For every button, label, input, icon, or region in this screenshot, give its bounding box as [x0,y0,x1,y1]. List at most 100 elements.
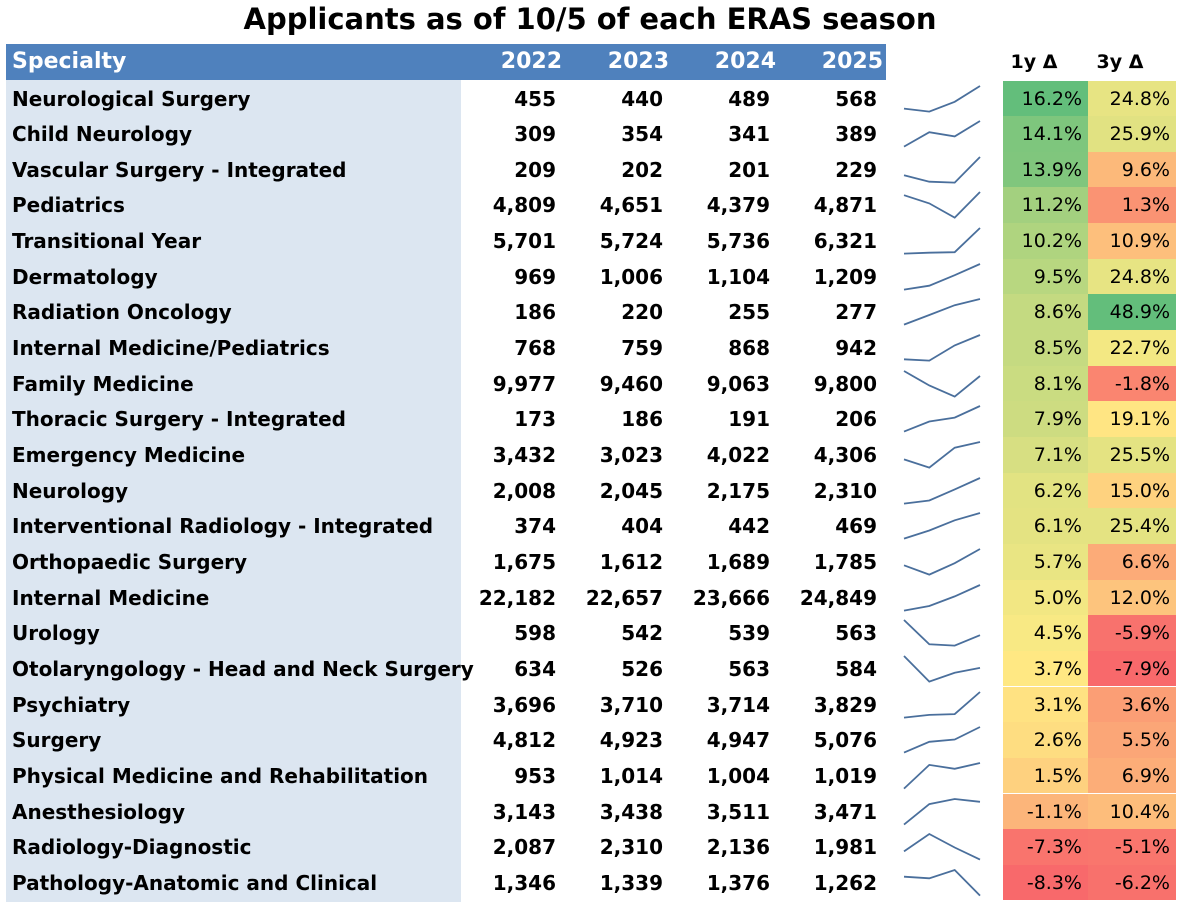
delta-1y-cell: 4.5% [1003,615,1088,651]
delta-1y-cell: 9.5% [1003,258,1088,295]
delta-1y-cell: 5.7% [1003,543,1088,580]
value-2022: 768 [514,336,556,361]
value-2023: 542 [621,621,663,646]
value-2022: 953 [514,763,556,788]
page-title: Applicants as of 10/5 of each ERAS seaso… [243,2,937,36]
value-2022: 309 [514,122,556,147]
specialty-name: Anesthesiology [12,799,185,824]
specialty-name: Emergency Medicine [12,443,246,467]
delta-1y-cell: 13.9% [1003,151,1088,188]
specialty-name: Dermatology [12,264,158,289]
value-2025: 584 [835,656,877,681]
specialty-name: Internal Medicine [12,585,210,610]
table-row: Neurological Surgery 455 440 489 568 16.2% 24.… [0,80,1200,117]
delta-3y-cell: -5.9% [1088,615,1176,651]
delta-3y-cell: 3.6% [1088,686,1176,723]
sparkline [903,548,981,576]
value-2023: 2,045 [599,478,663,503]
delta-3y-value: -1.8% [1114,372,1170,395]
value-2024: 191 [728,407,770,432]
delta-3y-cell: 24.8% [1088,80,1176,117]
sparkline-line [903,761,981,790]
delta-3y-cell: 24.8% [1088,258,1176,295]
delta-1y-cell: 2.6% [1003,722,1088,758]
value-2022: 598 [514,621,556,646]
sparkline [903,833,981,861]
delta-3y-value: 25.5% [1109,444,1170,466]
sparkline-line [903,583,981,612]
value-2023: 202 [621,157,663,182]
delta-3y-cell: 19.1% [1088,401,1176,437]
sparkline [903,227,981,255]
value-2022: 2,008 [492,478,556,503]
delta-1y-value: 5.7% [1033,550,1082,573]
value-2023: 186 [621,407,663,432]
specialty-name: Neurological Surgery [12,86,251,111]
value-2023: 1,612 [599,549,663,574]
value-2023: 4,651 [599,193,663,218]
sparkline-line [903,833,981,861]
header-year-2025: 2025 [821,49,883,74]
delta-1y-value: -7.3% [1026,836,1082,859]
delta-3y-cell: 22.7% [1088,330,1176,366]
value-2024: 23,666 [692,585,770,610]
value-2024: 5,736 [706,229,770,254]
delta-1y-value: 8.1% [1033,372,1082,395]
value-2024: 1,376 [706,870,770,895]
table-row: Psychiatry 3,696 3,710 3,714 3,829 3.1% 3.6% [0,686,1200,723]
delta-3y-value: 1.3% [1121,194,1170,217]
specialty-name: Otolaryngology - Head and Neck Surgery [12,656,474,681]
specialty-name: Radiology-Diagnostic [12,835,252,860]
value-2022: 455 [514,86,556,111]
sparkline [903,120,981,148]
value-2025: 1,262 [813,870,877,895]
delta-1y-cell: 14.1% [1003,116,1088,152]
sparkline [903,476,981,505]
sparkline [903,868,981,897]
delta-3y-value: 48.9% [1109,301,1170,324]
table-row: Family Medicine 9,977 9,460 9,063 9,800 8.1% -… [0,365,1200,402]
table-row: Radiology-Diagnostic 2,087 2,310 2,136 1,981… [0,829,1200,865]
delta-1y-value: 7.9% [1033,408,1082,431]
delta-3y-cell: 6.9% [1088,757,1176,794]
sparkline [903,84,981,113]
value-2024: 4,022 [706,443,770,467]
value-2025: 229 [835,157,877,182]
sparkline-line [903,334,981,362]
delta-1y-value: 6.1% [1033,515,1082,538]
delta-3y-cell: 25.9% [1088,116,1176,152]
delta-3y-cell: 5.5% [1088,722,1176,758]
delta-3y-cell: 15.0% [1088,472,1176,509]
table-row: Child Neurology 309 354 341 389 14.1% 25.9% [0,116,1200,152]
delta-1y-cell: 16.2% [1003,80,1088,117]
delta-1y-value: 9.5% [1033,265,1082,288]
sparkline-line [903,227,981,255]
specialty-name: Physical Medicine and Rehabilitation [12,763,429,788]
sparkline-line [903,298,981,326]
delta-1y-cell: -8.3% [1003,864,1088,901]
specialty-column-background [6,44,461,902]
delta-3y-cell: 6.6% [1088,543,1176,580]
value-2025: 1,981 [813,835,877,860]
value-2025: 6,321 [813,229,877,254]
delta-1y-cell: 3.7% [1003,650,1088,687]
delta-1y-cell: 7.9% [1003,401,1088,437]
value-2022: 969 [514,264,556,289]
value-2024: 201 [728,157,770,182]
sparkline [903,298,981,326]
delta-3y-value: 15.0% [1109,479,1170,502]
specialty-name: Interventional Radiology - Integrated [12,514,434,539]
table-row: Thoracic Surgery - Integrated 173 186 191 20… [0,401,1200,437]
value-2024: 3,714 [706,692,770,717]
value-2025: 469 [835,514,877,539]
delta-1y-cell: 8.6% [1003,294,1088,330]
value-2024: 2,175 [706,478,770,503]
value-2023: 1,339 [599,870,663,895]
sparkline-line [903,797,981,825]
value-2025: 5,076 [813,728,877,753]
value-2025: 389 [835,122,877,147]
table-header-bar [6,44,886,80]
header-delta-3y: 3y Δ [1096,51,1144,73]
value-2022: 1,675 [492,549,556,574]
sparkline [903,191,981,220]
